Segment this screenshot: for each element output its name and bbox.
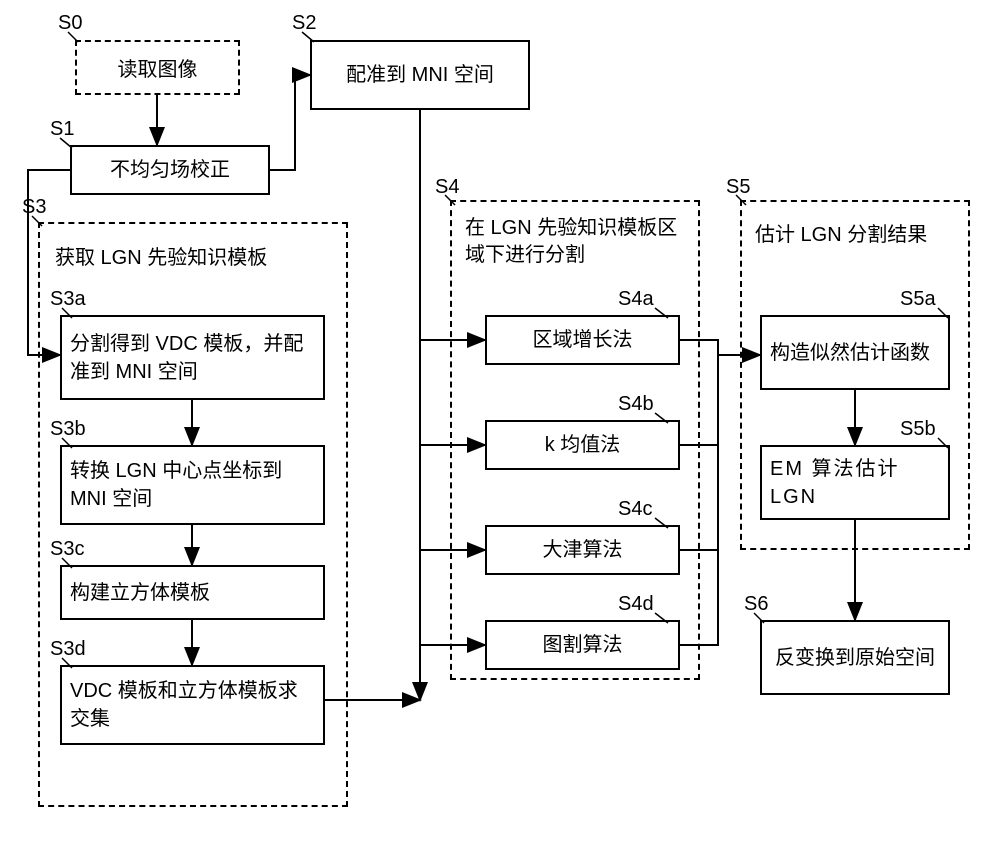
node-s3b-text: 转换 LGN 中心点坐标到 MNI 空间 bbox=[70, 457, 315, 513]
node-s5b: EM 算法估计LGN bbox=[760, 445, 950, 520]
group-s0-dashed: 读取图像 bbox=[75, 40, 240, 95]
group-s5-title: 估计 LGN 分割结果 bbox=[755, 222, 960, 249]
node-s3d: VDC 模板和立方体模板求交集 bbox=[60, 665, 325, 745]
node-s1: 不均匀场校正 bbox=[70, 145, 270, 195]
node-s6: 反变换到原始空间 bbox=[760, 620, 950, 695]
node-s4d: 图割算法 bbox=[485, 620, 680, 670]
label-s2: S2 bbox=[292, 12, 316, 35]
node-s1-text: 不均匀场校正 bbox=[110, 156, 230, 184]
label-s4: S4 bbox=[435, 176, 459, 199]
node-s4c: 大津算法 bbox=[485, 525, 680, 575]
node-s3c: 构建立方体模板 bbox=[60, 565, 325, 620]
node-s2: 配准到 MNI 空间 bbox=[310, 40, 530, 110]
label-s4c: S4c bbox=[618, 498, 652, 521]
node-s3c-text: 构建立方体模板 bbox=[70, 579, 210, 607]
node-s4d-text: 图割算法 bbox=[543, 631, 623, 659]
label-s6: S6 bbox=[744, 593, 768, 616]
flowchart-canvas: 读取图像 不均匀场校正 配准到 MNI 空间 获取 LGN 先验知识模板 分割得… bbox=[0, 0, 1000, 845]
node-s3a: 分割得到 VDC 模板，并配准到 MNI 空间 bbox=[60, 315, 325, 400]
label-s0: S0 bbox=[58, 12, 82, 35]
label-s1: S1 bbox=[50, 118, 74, 141]
label-s5b: S5b bbox=[900, 418, 936, 441]
label-s3c: S3c bbox=[50, 538, 84, 561]
node-s2-text: 配准到 MNI 空间 bbox=[346, 61, 494, 89]
node-s4a-text: 区域增长法 bbox=[533, 326, 633, 354]
node-s0-text: 读取图像 bbox=[118, 53, 198, 82]
label-s3b: S3b bbox=[50, 418, 86, 441]
label-s4a: S4a bbox=[618, 288, 654, 311]
node-s3a-text: 分割得到 VDC 模板，并配准到 MNI 空间 bbox=[70, 330, 315, 386]
label-s4b: S4b bbox=[618, 393, 654, 416]
label-s5a: S5a bbox=[900, 288, 936, 311]
node-s5b-text: EM 算法估计LGN bbox=[770, 455, 940, 511]
node-s6-text: 反变换到原始空间 bbox=[775, 644, 935, 672]
label-s3a: S3a bbox=[50, 288, 86, 311]
node-s4a: 区域增长法 bbox=[485, 315, 680, 365]
group-s3-title: 获取 LGN 先验知识模板 bbox=[55, 245, 335, 272]
label-s3: S3 bbox=[22, 196, 46, 219]
label-s4d: S4d bbox=[618, 593, 654, 616]
group-s4-title: 在 LGN 先验知识模板区域下进行分割 bbox=[465, 215, 690, 269]
node-s4b-text: k 均值法 bbox=[545, 431, 621, 459]
label-s5: S5 bbox=[726, 176, 750, 199]
node-s3b: 转换 LGN 中心点坐标到 MNI 空间 bbox=[60, 445, 325, 525]
label-s3d: S3d bbox=[50, 638, 86, 661]
node-s4b: k 均值法 bbox=[485, 420, 680, 470]
node-s5a: 构造似然估计函数 bbox=[760, 315, 950, 390]
node-s5a-text: 构造似然估计函数 bbox=[770, 339, 930, 367]
node-s3d-text: VDC 模板和立方体模板求交集 bbox=[70, 677, 315, 733]
node-s4c-text: 大津算法 bbox=[543, 536, 623, 564]
